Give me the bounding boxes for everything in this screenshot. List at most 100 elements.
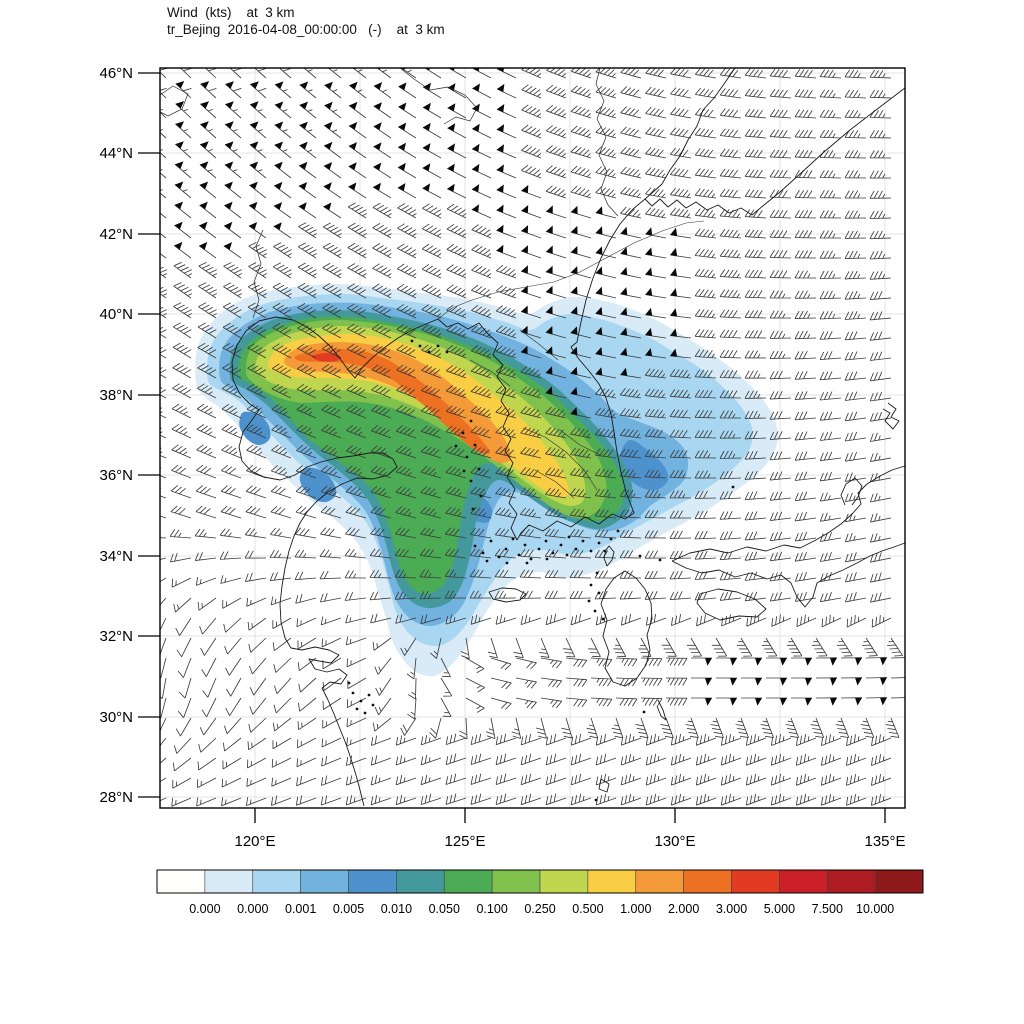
lat-tick-label: 34°N xyxy=(99,548,133,565)
colorbar-cell xyxy=(635,869,684,894)
coastline-jeju-island xyxy=(488,587,527,603)
island-dot xyxy=(525,561,529,565)
island-dot xyxy=(609,537,613,541)
lat-tick-label: 30°N xyxy=(99,709,133,726)
contour-level-2.000 xyxy=(283,341,511,463)
colorbar-cell xyxy=(156,869,206,894)
coastline-korea-east-south-coast xyxy=(516,198,646,541)
lat-tick-label: 32°N xyxy=(99,628,133,645)
colorbar-cell xyxy=(779,869,828,894)
coastline-shikoku-island xyxy=(696,588,767,621)
island-dot xyxy=(479,494,483,498)
coastline-sado-island xyxy=(882,402,900,430)
colorbar-border xyxy=(156,869,924,894)
island-dot xyxy=(355,707,359,711)
colorbar-label: 0.005 xyxy=(333,902,364,916)
lat-tick-label: 46°N xyxy=(99,65,133,82)
island-dot xyxy=(551,551,555,555)
contour-level-5.000 xyxy=(311,353,341,362)
colorbar-cell xyxy=(491,869,541,894)
river-manchuria-river xyxy=(399,67,478,125)
colorbar-cell xyxy=(874,869,924,894)
border-nk-province-2 xyxy=(519,329,559,361)
island-dot xyxy=(454,444,458,448)
barb-staffs xyxy=(160,68,905,807)
island-dot xyxy=(567,535,571,539)
coastline-china-bohai-coast xyxy=(231,316,439,807)
lon-tick-label: 135°E xyxy=(864,833,905,850)
island-dot xyxy=(371,703,375,707)
coastline-honshu-south-coast xyxy=(671,542,906,608)
island-dot xyxy=(497,555,501,559)
island-dot xyxy=(638,554,642,558)
island-dot xyxy=(359,699,363,703)
border-sk-province-3 xyxy=(559,429,601,456)
island-dot xyxy=(427,350,431,354)
coastline-kyushu-island xyxy=(600,570,653,687)
coastline-noto-peninsula xyxy=(840,477,863,506)
colorbar-cell xyxy=(539,869,589,894)
colorbar-label: 7.500 xyxy=(812,902,843,916)
lat-tick-label: 28°N xyxy=(99,789,133,806)
island-dot xyxy=(410,339,414,343)
map-border xyxy=(159,67,906,809)
island-dot xyxy=(351,691,355,695)
island-dot xyxy=(418,344,422,348)
island-dot xyxy=(597,591,601,595)
colorbar-label: 0.001 xyxy=(285,902,316,916)
island-dot xyxy=(477,467,481,471)
island-dot xyxy=(436,344,440,348)
coastline-ussuri-river xyxy=(661,67,736,185)
chart-subtitle: tr_Bejing 2016-04-08_00:00:00 (-) at 3 k… xyxy=(167,22,445,37)
border-sk-province-1 xyxy=(522,427,598,491)
island-dot xyxy=(597,541,601,545)
lat-tick-label: 36°N xyxy=(99,467,133,484)
colorbar-cell xyxy=(683,869,732,894)
colorbar-cell xyxy=(348,869,397,894)
colorbar-cell xyxy=(204,869,254,894)
colorbar-label: 0.100 xyxy=(476,902,507,916)
island-dot xyxy=(481,551,485,555)
island-dot xyxy=(642,710,646,714)
island-dot xyxy=(504,547,508,551)
colorbar-cell xyxy=(731,869,780,894)
colorbar-label: 0.250 xyxy=(524,902,555,916)
colorbar-label: 0.050 xyxy=(429,902,460,916)
island-dot xyxy=(489,539,493,543)
island-dot xyxy=(461,431,465,435)
island-dot xyxy=(545,557,549,561)
colorbar-cell xyxy=(587,869,637,894)
island-dot xyxy=(594,798,598,802)
island-dot xyxy=(544,539,548,543)
island-dot xyxy=(473,544,477,548)
lat-tick-label: 40°N xyxy=(99,306,133,323)
island-dot xyxy=(485,559,489,563)
contour-level-1.000 xyxy=(267,333,570,498)
coastline-tsushima-island xyxy=(603,545,615,567)
island-dot xyxy=(505,561,509,565)
lon-tick-label: 125°E xyxy=(444,833,485,850)
island-dot xyxy=(517,553,521,557)
colorbar-label: 5.000 xyxy=(764,902,795,916)
island-dot xyxy=(658,558,662,562)
island-dot xyxy=(523,543,527,547)
coastline-honshu-north-coast xyxy=(671,465,906,562)
island-dot xyxy=(574,547,578,551)
island-dot xyxy=(589,583,593,587)
coastline-primorye-coast xyxy=(644,87,906,216)
island-dot xyxy=(473,443,477,447)
island-dot xyxy=(462,469,466,473)
island-dot xyxy=(367,693,371,697)
island-dot xyxy=(589,549,593,553)
island-dot xyxy=(347,681,351,685)
border-nk-province-1 xyxy=(469,359,511,387)
island-dot xyxy=(537,547,541,551)
island-dot xyxy=(465,455,469,459)
lat-tick-label: 44°N xyxy=(99,145,133,162)
map-frame xyxy=(159,67,906,809)
colorbar-cell xyxy=(300,869,349,894)
colorbar-cell xyxy=(443,869,493,894)
island-dot xyxy=(559,543,563,547)
